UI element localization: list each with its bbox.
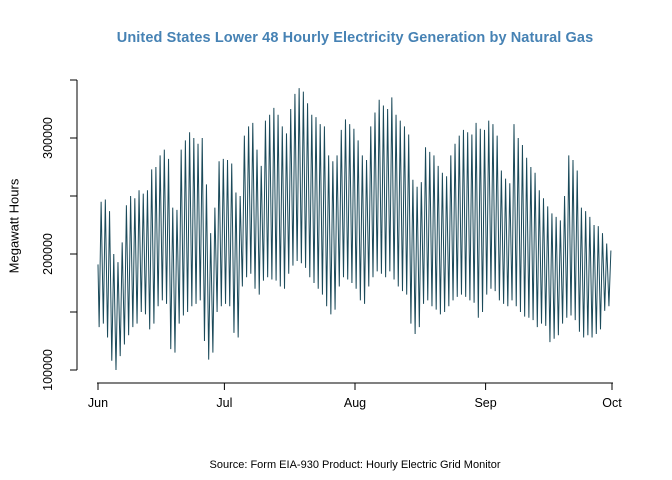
series-line (97, 88, 612, 371)
x-tick-label: Oct (602, 396, 622, 410)
y-tick-label: 100000 (41, 349, 55, 391)
x-tick-label: Jun (88, 396, 108, 410)
x-tick-label: Sep (474, 396, 496, 410)
chart-title: United States Lower 48 Hourly Electricit… (116, 30, 594, 46)
y-tick-label: 300000 (41, 117, 55, 159)
x-tick-label: Jul (216, 396, 232, 410)
y-tick-label: 200000 (41, 233, 55, 275)
source-caption: Source: Form EIA-930 Product: Hourly Ele… (209, 459, 501, 471)
x-tick-label: Aug (344, 396, 366, 410)
